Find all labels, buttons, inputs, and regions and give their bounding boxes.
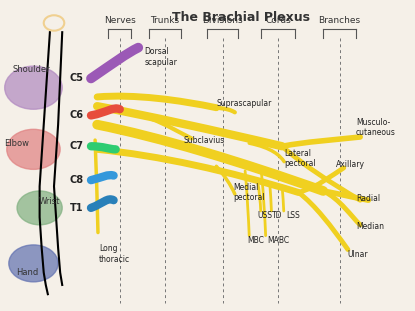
Circle shape bbox=[17, 191, 62, 225]
Text: C5: C5 bbox=[70, 73, 83, 83]
Text: Median: Median bbox=[356, 222, 384, 231]
Text: Shoulder: Shoulder bbox=[12, 65, 50, 74]
Circle shape bbox=[7, 129, 60, 169]
Text: Trunks: Trunks bbox=[150, 16, 180, 25]
Text: LSS: LSS bbox=[286, 211, 300, 220]
Text: MABC: MABC bbox=[268, 236, 290, 245]
Circle shape bbox=[5, 66, 62, 109]
Text: Branches: Branches bbox=[319, 16, 361, 25]
Text: Suprascapular: Suprascapular bbox=[216, 99, 272, 108]
Text: USS: USS bbox=[257, 211, 272, 220]
Text: Radial: Radial bbox=[356, 194, 380, 203]
Text: T1: T1 bbox=[70, 203, 83, 213]
Text: C6: C6 bbox=[70, 110, 83, 120]
Text: Medial
pectoral: Medial pectoral bbox=[233, 183, 264, 202]
Text: Wrist: Wrist bbox=[39, 197, 61, 206]
Text: MBC: MBC bbox=[247, 236, 264, 245]
Text: Nerves: Nerves bbox=[104, 16, 136, 25]
Text: Hand: Hand bbox=[16, 268, 39, 277]
Text: Subclavius: Subclavius bbox=[183, 136, 225, 145]
Text: C8: C8 bbox=[69, 175, 83, 185]
Text: Long
thoracic: Long thoracic bbox=[99, 244, 130, 264]
Text: C7: C7 bbox=[70, 141, 83, 151]
Circle shape bbox=[9, 245, 58, 282]
Text: Dorsal
scapular: Dorsal scapular bbox=[144, 47, 177, 67]
Text: TD: TD bbox=[272, 211, 282, 220]
Text: The Brachial Plexus: The Brachial Plexus bbox=[172, 11, 310, 24]
Text: Cords: Cords bbox=[265, 16, 291, 25]
Text: Axillary: Axillary bbox=[335, 160, 364, 169]
Text: Musculo-
cutaneous: Musculo- cutaneous bbox=[356, 118, 396, 137]
Text: Lateral
pectoral: Lateral pectoral bbox=[284, 149, 316, 168]
Text: Elbow: Elbow bbox=[5, 139, 29, 148]
Text: Ulnar: Ulnar bbox=[348, 250, 369, 259]
Text: Divisions: Divisions bbox=[202, 16, 243, 25]
